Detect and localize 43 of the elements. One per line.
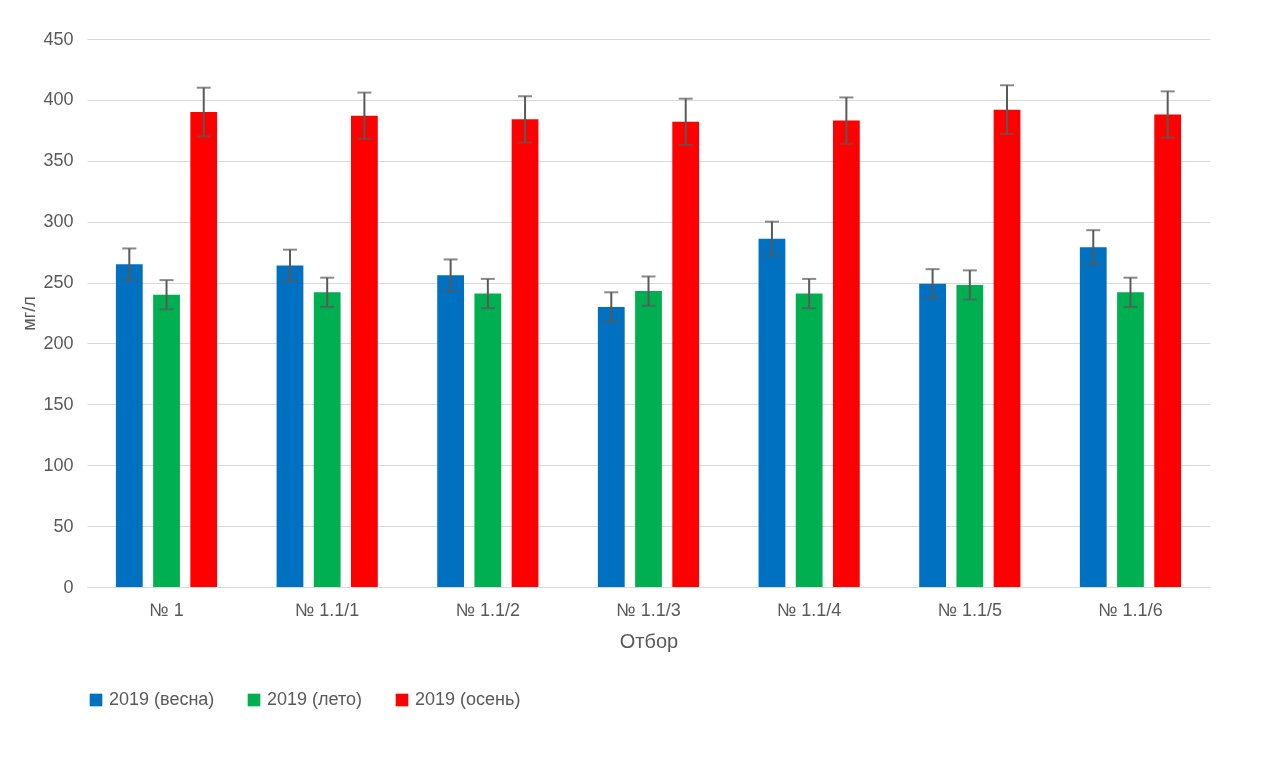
bar bbox=[795, 293, 823, 587]
bar bbox=[993, 109, 1021, 587]
x-tick-label: № 1.1/1 bbox=[295, 599, 360, 620]
y-axis-title: мг/л bbox=[19, 296, 40, 331]
bar bbox=[832, 120, 860, 587]
bar bbox=[672, 121, 700, 587]
bar bbox=[153, 294, 180, 587]
bar bbox=[956, 284, 984, 587]
bar bbox=[474, 293, 502, 587]
bar bbox=[313, 292, 341, 587]
x-tick-label: № 1.1/3 bbox=[616, 599, 681, 620]
x-tick-label: № 1.1/6 bbox=[1098, 599, 1163, 620]
legend-label: 2019 (лето) bbox=[267, 689, 363, 709]
bar bbox=[190, 112, 218, 587]
y-tick-label: 100 bbox=[43, 454, 74, 475]
bar bbox=[1079, 247, 1107, 587]
bar bbox=[351, 115, 378, 587]
y-tick-label: 200 bbox=[43, 332, 74, 353]
x-tick-label: № 1.1/4 bbox=[776, 599, 842, 620]
x-tick-label: № 1 bbox=[149, 599, 184, 620]
y-tick-label: 450 bbox=[43, 28, 74, 49]
y-tick-label: 150 bbox=[43, 393, 74, 414]
bar bbox=[115, 264, 143, 587]
bar bbox=[919, 283, 946, 587]
x-axis-title: Отбор bbox=[619, 629, 679, 652]
bar bbox=[597, 306, 625, 587]
legend-label: 2019 (осень) bbox=[415, 689, 521, 709]
y-tick-label: 300 bbox=[43, 211, 74, 232]
bar bbox=[276, 265, 304, 587]
y-tick-label: 50 bbox=[53, 515, 74, 536]
y-tick-label: 0 bbox=[63, 576, 74, 597]
x-tick-label: № 1.1/2 bbox=[455, 599, 521, 620]
y-tick-label: 350 bbox=[43, 150, 74, 171]
x-tick-label: № 1.1/5 bbox=[937, 599, 1002, 620]
y-tick-label: 400 bbox=[43, 89, 74, 110]
legend-label: 2019 (весна) bbox=[109, 689, 215, 709]
bar bbox=[1154, 114, 1182, 587]
bar bbox=[635, 291, 662, 587]
y-tick-label: 250 bbox=[43, 272, 74, 293]
bar bbox=[758, 238, 786, 587]
bar bbox=[1117, 292, 1144, 587]
bar bbox=[511, 119, 539, 587]
bar bbox=[437, 275, 465, 587]
